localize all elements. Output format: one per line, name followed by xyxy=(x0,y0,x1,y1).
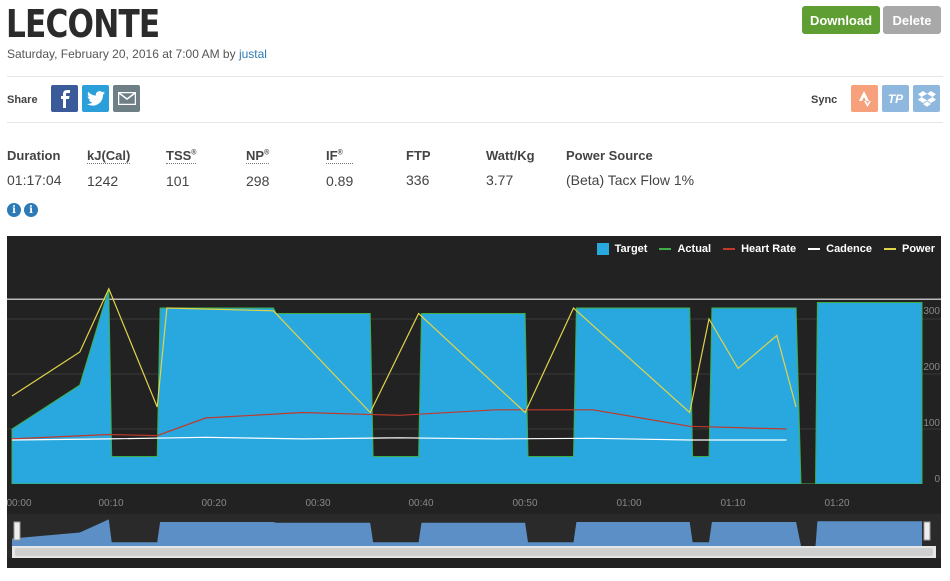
email-icon[interactable] xyxy=(113,85,140,112)
x-tick-label: 01:00 xyxy=(616,498,642,509)
stat-value: 1242 xyxy=(87,173,119,189)
stat-label: FTP xyxy=(406,148,431,163)
workout-chart[interactable]: Target Actual Heart Rate Cadence Power 3… xyxy=(6,236,941,568)
legend-label: Cadence xyxy=(826,243,872,255)
y-tick-label: 100 xyxy=(923,418,940,429)
x-tick-label: 01:20 xyxy=(824,498,850,509)
stat-kj: kJ(Cal) 1242 xyxy=(87,148,131,189)
legend-swatch xyxy=(883,248,896,250)
legend-label: Target xyxy=(614,243,648,255)
stat-label[interactable]: NP® xyxy=(246,148,270,164)
author-link[interactable]: justal xyxy=(238,47,267,61)
stat-label: Duration xyxy=(7,148,61,163)
stat-label: Watt/Kg xyxy=(486,148,535,163)
x-tick-label: 00:30 xyxy=(305,498,331,509)
legend-item-power[interactable]: Power xyxy=(883,243,935,255)
legend-swatch xyxy=(659,248,672,250)
legend-item-heart-rate[interactable]: Heart Rate xyxy=(723,243,796,255)
stat-power-source: Power Source (Beta) Tacx Flow 1% xyxy=(566,148,694,188)
twitter-icon[interactable] xyxy=(82,85,109,112)
series-heart-rate-line xyxy=(11,409,787,440)
stat-duration: Duration 01:17:04 xyxy=(7,148,62,188)
trainingpeaks-icon[interactable]: TP xyxy=(882,85,909,112)
delete-button[interactable]: Delete xyxy=(883,6,941,34)
x-tick-label: 00:10 xyxy=(98,498,124,509)
x-axis-band xyxy=(7,484,941,506)
stat-value: (Beta) Tacx Flow 1% xyxy=(566,172,695,188)
stat-tss: TSS® 101 xyxy=(166,148,197,189)
stat-label: kJ(Cal) xyxy=(87,148,131,164)
legend-item-cadence[interactable]: Cadence xyxy=(808,243,872,255)
chart-legend: Target Actual Heart Rate Cadence Power xyxy=(596,243,935,255)
navigator-scrollbar-thumb xyxy=(15,548,933,556)
legend-label: Actual xyxy=(677,243,712,255)
dropbox-icon[interactable] xyxy=(913,85,940,112)
sync-label: Sync xyxy=(811,94,838,106)
legend-item-target[interactable]: Target xyxy=(596,243,648,255)
series-power-line xyxy=(11,287,797,414)
navigator-handle-left xyxy=(13,521,21,541)
divider xyxy=(7,122,943,123)
x-tick-label: 01:10 xyxy=(720,498,746,509)
stat-label: Power Source xyxy=(566,148,653,163)
stat-value: 01:17:04 xyxy=(7,172,62,188)
stat-value: 3.77 xyxy=(486,172,514,188)
strava-icon[interactable] xyxy=(851,85,878,112)
y-tick-label: 200 xyxy=(923,362,940,373)
x-tick-label: 00:40 xyxy=(408,498,434,509)
y-tick-label: 300 xyxy=(923,306,940,317)
stat-label[interactable]: TSS® xyxy=(166,148,197,164)
x-tick-label: 00:00 xyxy=(6,498,32,509)
activity-subtitle: Saturday, February 20, 2016 at 7:00 AM b… xyxy=(7,47,267,61)
activity-date: Saturday, February 20, 2016 at 7:00 AM b… xyxy=(7,47,236,61)
legend-swatch xyxy=(723,248,736,250)
navigator-handle-right xyxy=(923,521,931,541)
stat-watt-kg: Watt/Kg 3.77 xyxy=(486,148,535,188)
share-label: Share xyxy=(7,94,38,106)
legend-label: Power xyxy=(901,243,935,255)
stat-if: IF® 0.89 xyxy=(326,148,354,189)
chart-canvas xyxy=(7,287,941,558)
legend-swatch xyxy=(808,248,821,250)
legend-label: Heart Rate xyxy=(741,243,797,255)
stat-label[interactable]: IF® xyxy=(326,148,354,164)
facebook-icon[interactable] xyxy=(51,85,78,112)
page-title: LECONTE xyxy=(6,2,160,46)
x-tick-label: 00:20 xyxy=(201,498,227,509)
info-icon[interactable]: i xyxy=(24,203,38,217)
stat-np: NP® 298 xyxy=(246,148,270,189)
stat-value: 101 xyxy=(166,173,190,189)
y-tick-label: 0 xyxy=(934,474,940,485)
navigator-target-area xyxy=(12,519,922,546)
legend-item-actual[interactable]: Actual xyxy=(659,243,711,255)
legend-swatch xyxy=(596,243,609,255)
series-cadence-line xyxy=(11,436,787,441)
divider xyxy=(7,76,943,77)
x-tick-label: 00:50 xyxy=(512,498,538,509)
stat-ftp: FTP 336 xyxy=(406,148,431,188)
stat-value: 0.89 xyxy=(326,173,354,189)
stat-value: 298 xyxy=(246,173,270,189)
info-icon[interactable]: i xyxy=(7,203,21,217)
download-button[interactable]: Download xyxy=(802,6,880,34)
stat-value: 336 xyxy=(406,172,430,188)
